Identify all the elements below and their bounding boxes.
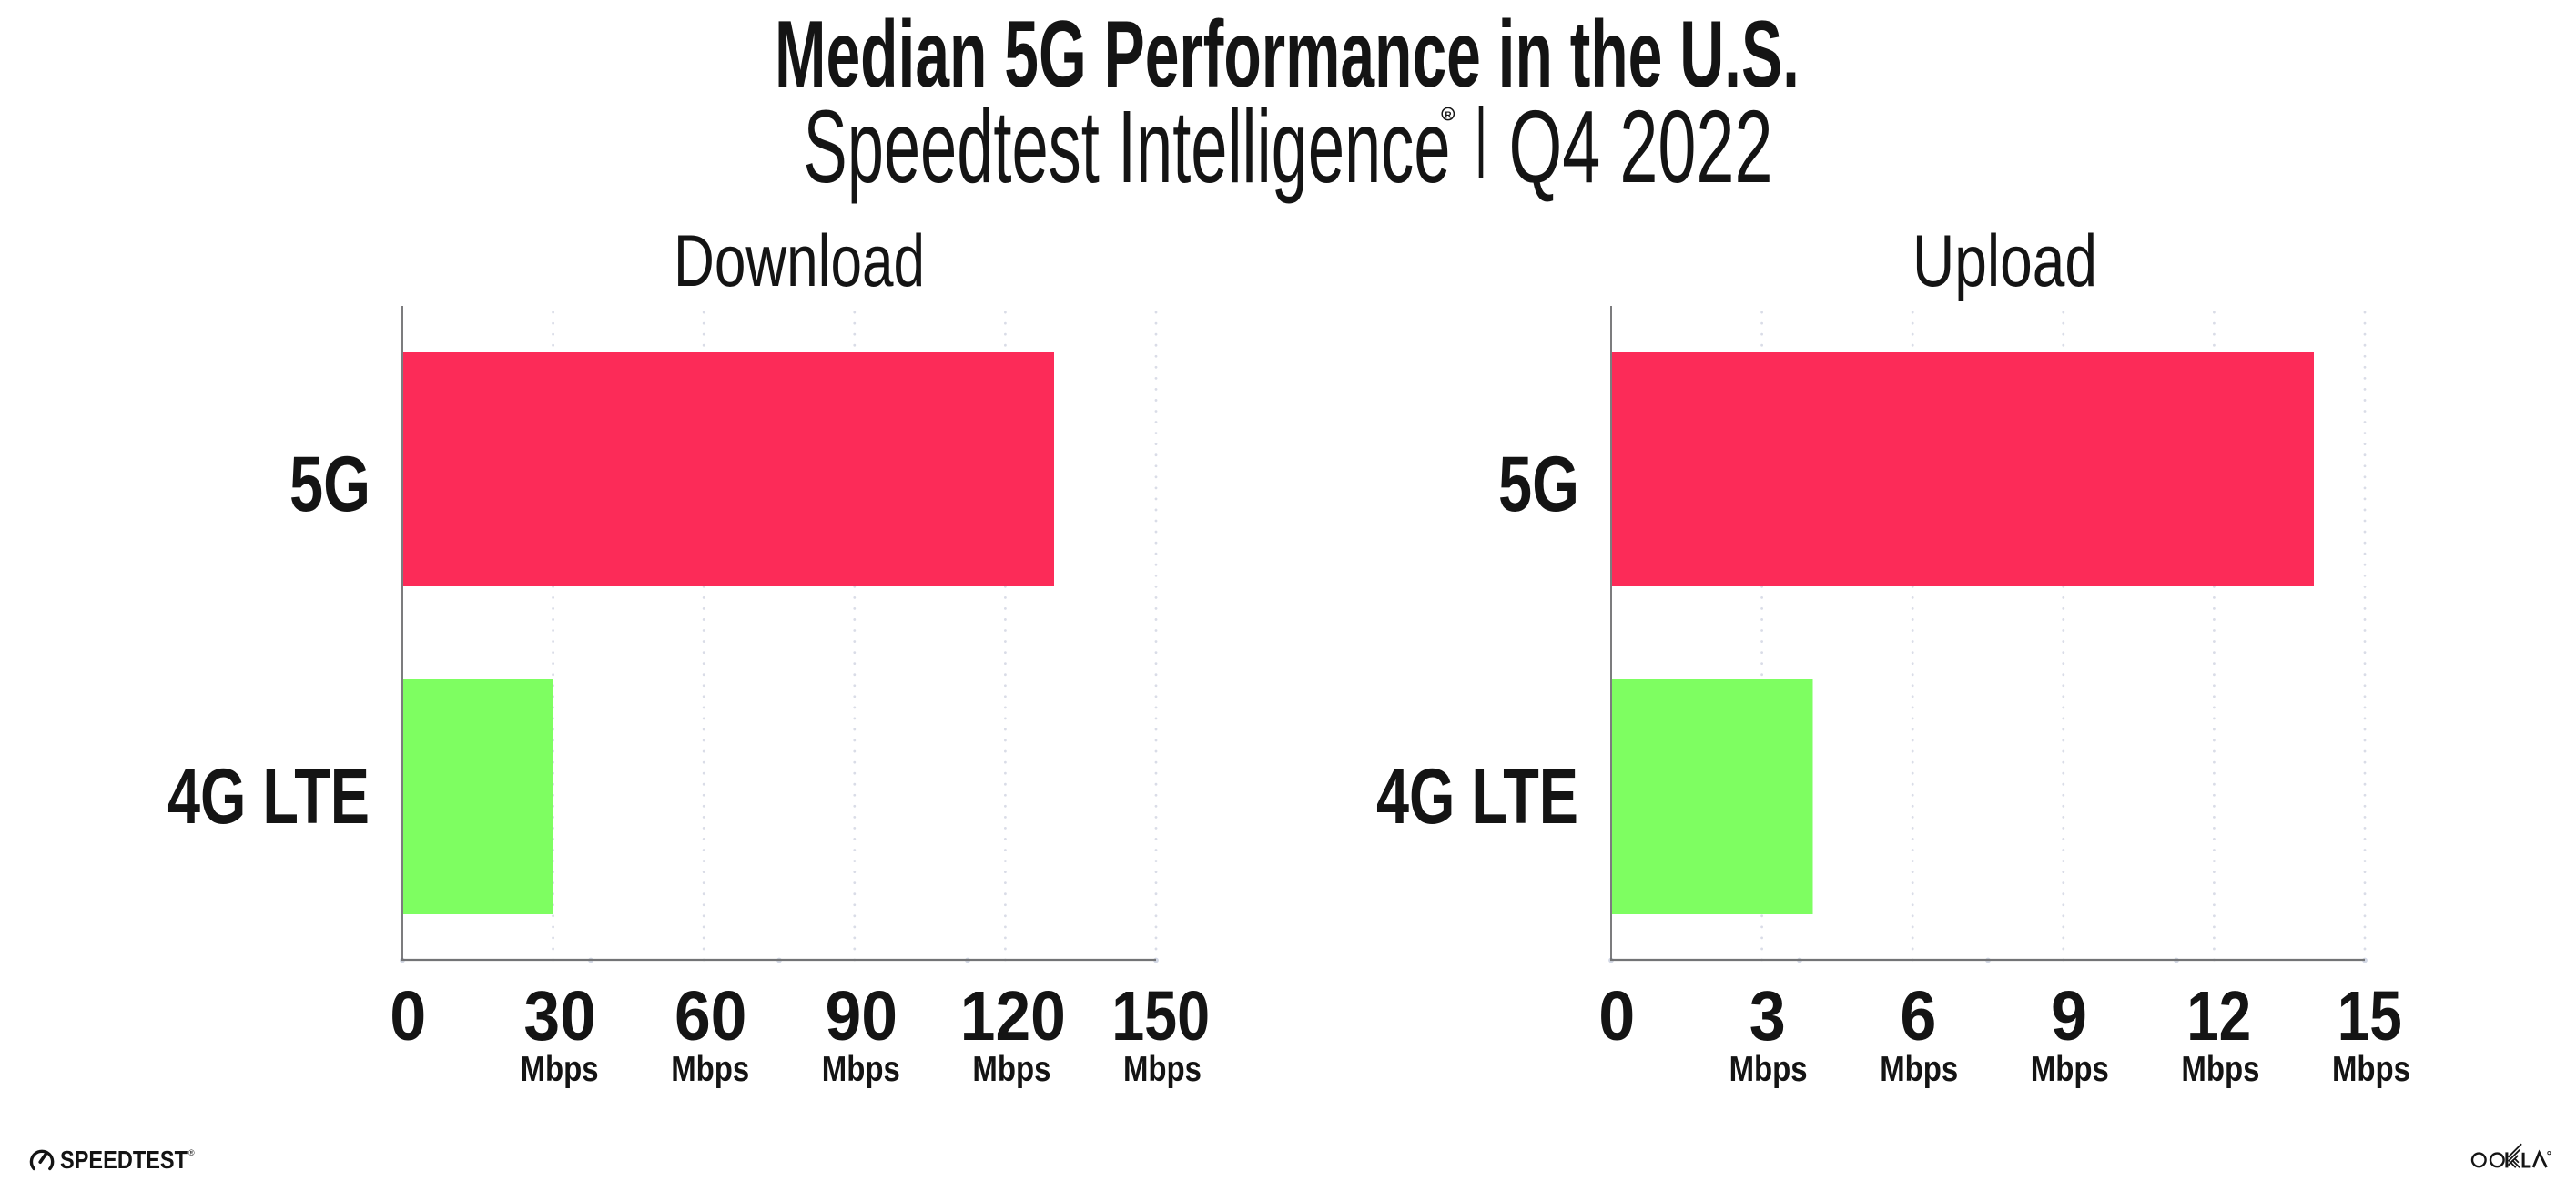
svg-text:9: 9 xyxy=(2051,977,2087,1055)
svg-text:Download: Download xyxy=(674,220,925,302)
svg-text:Mbps: Mbps xyxy=(2332,1050,2410,1089)
svg-text:3: 3 xyxy=(1749,977,1786,1055)
svg-text:R: R xyxy=(1445,111,1452,121)
svg-text:SPEEDTEST: SPEEDTEST xyxy=(60,1146,188,1174)
svg-text:Mbps: Mbps xyxy=(972,1050,1050,1089)
svg-text:Upload: Upload xyxy=(1912,220,2097,302)
svg-text:150: 150 xyxy=(1111,977,1210,1055)
svg-text:Speedtest Intelligence: Speedtest Intelligence xyxy=(804,89,1451,204)
svg-text:60: 60 xyxy=(674,977,747,1055)
svg-text:12: 12 xyxy=(2186,977,2251,1055)
svg-text:90: 90 xyxy=(826,977,898,1055)
svg-text:Mbps: Mbps xyxy=(671,1050,749,1089)
svg-text:0: 0 xyxy=(390,977,426,1055)
svg-text:30: 30 xyxy=(523,977,596,1055)
svg-text:5G: 5G xyxy=(1498,441,1579,528)
svg-text:4G LTE: 4G LTE xyxy=(1376,753,1578,840)
svg-text:6: 6 xyxy=(1900,977,1936,1055)
svg-text:Mbps: Mbps xyxy=(2181,1050,2259,1089)
svg-text:Mbps: Mbps xyxy=(822,1050,900,1089)
svg-text:Mbps: Mbps xyxy=(1729,1050,1808,1089)
svg-text:4G LTE: 4G LTE xyxy=(167,753,370,840)
svg-text:Mbps: Mbps xyxy=(2031,1050,2109,1089)
svg-text:5G: 5G xyxy=(289,441,370,528)
svg-text:Mbps: Mbps xyxy=(521,1050,599,1089)
svg-text:Median 5G Performance in the U: Median 5G Performance in the U.S. xyxy=(775,2,1800,107)
svg-text:120: 120 xyxy=(960,977,1066,1055)
svg-text:®: ® xyxy=(188,1148,195,1157)
svg-text:Mbps: Mbps xyxy=(1123,1050,1202,1089)
svg-text:15: 15 xyxy=(2338,977,2402,1055)
svg-text:0: 0 xyxy=(1598,977,1635,1055)
svg-text:Q4 2022: Q4 2022 xyxy=(1509,89,1773,204)
svg-text:Mbps: Mbps xyxy=(1880,1050,1958,1089)
